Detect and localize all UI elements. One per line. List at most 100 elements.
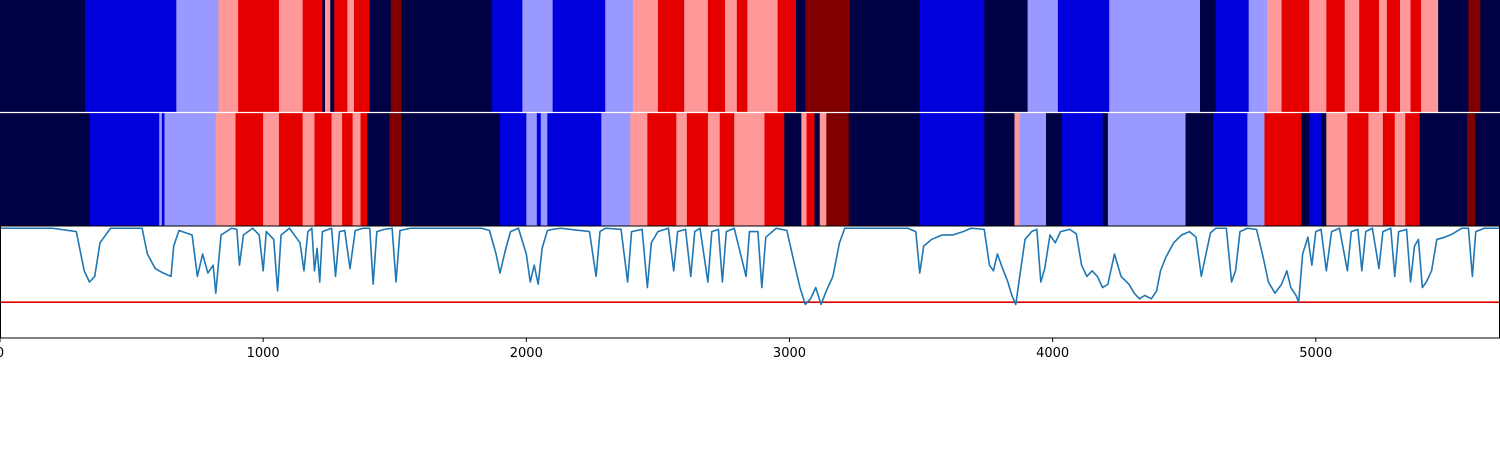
heatmap-segment — [334, 0, 348, 112]
heatmap-segment — [1467, 113, 1476, 226]
heatmap-row-1 — [0, 0, 1500, 112]
heatmap-segment — [302, 113, 315, 226]
series-line — [0, 227, 1500, 306]
heatmap-segment — [547, 113, 602, 226]
heatmap-segment — [1301, 113, 1310, 226]
heatmap-segment — [1421, 0, 1439, 112]
x-tick-label: 3000 — [773, 346, 806, 361]
x-tick-label: 2000 — [510, 346, 543, 361]
heatmap-segment — [353, 0, 371, 112]
heatmap-segment — [1019, 113, 1047, 226]
heatmap-segment — [630, 113, 648, 226]
heatmap-segment — [215, 113, 236, 226]
heatmap-segment — [686, 113, 709, 226]
heatmap-segment — [522, 0, 553, 112]
heatmap-segment — [325, 0, 331, 112]
heatmap-segment — [632, 0, 659, 112]
heatmap-segment — [1014, 113, 1021, 226]
heatmap-segment — [238, 0, 280, 112]
heatmap-segment — [805, 0, 851, 112]
heatmap-segment — [0, 113, 90, 226]
heatmap-segment — [1326, 113, 1348, 226]
heatmap-segment — [1480, 0, 1500, 112]
heatmap-segment — [1102, 113, 1109, 226]
heatmap-segment — [263, 113, 280, 226]
heatmap-segment — [1267, 0, 1282, 112]
heatmap-segment — [826, 113, 849, 226]
x-tick-label: 5000 — [1299, 346, 1332, 361]
heatmap-segment — [1326, 0, 1346, 112]
heatmap-segment — [1468, 0, 1481, 112]
heatmap-segment — [552, 0, 606, 112]
heatmap-segment — [159, 113, 163, 226]
heatmap-segment — [605, 0, 634, 112]
heatmap-segment — [500, 113, 527, 226]
heatmap-segment — [984, 0, 1028, 112]
heatmap-segment — [302, 0, 323, 112]
heatmap-segment — [1200, 0, 1217, 112]
heatmap-segment — [390, 0, 402, 112]
heatmap-segment — [1382, 113, 1396, 226]
heatmap-segment — [725, 0, 738, 112]
heatmap-segment — [389, 113, 402, 226]
heatmap-segment — [984, 113, 1015, 226]
heatmap-segment — [1061, 113, 1103, 226]
heatmap-segment — [540, 113, 548, 226]
heatmap-segment — [1309, 0, 1327, 112]
line-plot-panel — [0, 226, 1500, 338]
heatmap-segment — [734, 113, 765, 226]
heatmap-segment — [777, 0, 797, 112]
heatmap-segment — [1410, 0, 1422, 112]
heatmap-segment — [647, 113, 677, 226]
heatmap-segment — [784, 113, 802, 226]
heatmap-segment — [218, 0, 239, 112]
heatmap-segment — [401, 113, 501, 226]
heatmap-segment — [401, 0, 493, 112]
heatmap-segment — [1419, 113, 1430, 226]
heatmap-row-2 — [0, 113, 1500, 226]
heatmap-segment — [331, 113, 343, 226]
heatmap-segment — [89, 113, 160, 226]
heatmap-segment — [176, 0, 219, 112]
heatmap-segment — [684, 0, 709, 112]
heatmap-segment — [1247, 113, 1265, 226]
heatmap-segment — [1428, 113, 1468, 226]
heatmap-segment — [1046, 113, 1063, 226]
heatmap-segment — [601, 113, 631, 226]
heatmap-segment — [1213, 113, 1248, 226]
x-tick-label: 1000 — [247, 346, 280, 361]
heatmap-segment — [235, 113, 264, 226]
heatmap-segment — [1264, 113, 1302, 226]
heatmap-segment — [369, 0, 392, 112]
heatmap-segment — [161, 113, 165, 226]
heatmap-segment — [1438, 0, 1469, 112]
heatmap-segment — [919, 113, 985, 226]
heatmap-segment — [919, 0, 985, 112]
heatmap-segment — [1386, 0, 1401, 112]
heatmap-segment — [764, 113, 785, 226]
heatmap-segment — [814, 113, 821, 226]
heatmap-segment — [1309, 113, 1322, 226]
heatmap-segment — [1281, 0, 1310, 112]
heatmap-segment — [806, 113, 815, 226]
heatmap-segment — [1109, 0, 1201, 112]
heatmap-segment — [1057, 0, 1110, 112]
heatmap-segment — [314, 113, 332, 226]
heatmap-segment — [347, 0, 355, 112]
heatmap-segment — [657, 0, 685, 112]
heatmap-segment — [85, 0, 177, 112]
x-tick-label: 4000 — [1036, 346, 1069, 361]
heatmap-segment — [330, 0, 335, 112]
heatmap-segment — [1347, 113, 1369, 226]
heatmap-segment — [801, 113, 807, 226]
heatmap-segment — [322, 0, 326, 112]
heatmap-segment — [796, 0, 806, 112]
heatmap-segment — [278, 113, 303, 226]
heatmap-segment — [719, 113, 735, 226]
heatmap-segment — [1344, 0, 1360, 112]
heatmap-segment — [1027, 0, 1059, 112]
heatmap-segment — [1107, 113, 1186, 226]
heatmap-segment — [1321, 113, 1327, 226]
heatmap-segment — [1400, 0, 1411, 112]
heatmap-segment — [1185, 113, 1214, 226]
